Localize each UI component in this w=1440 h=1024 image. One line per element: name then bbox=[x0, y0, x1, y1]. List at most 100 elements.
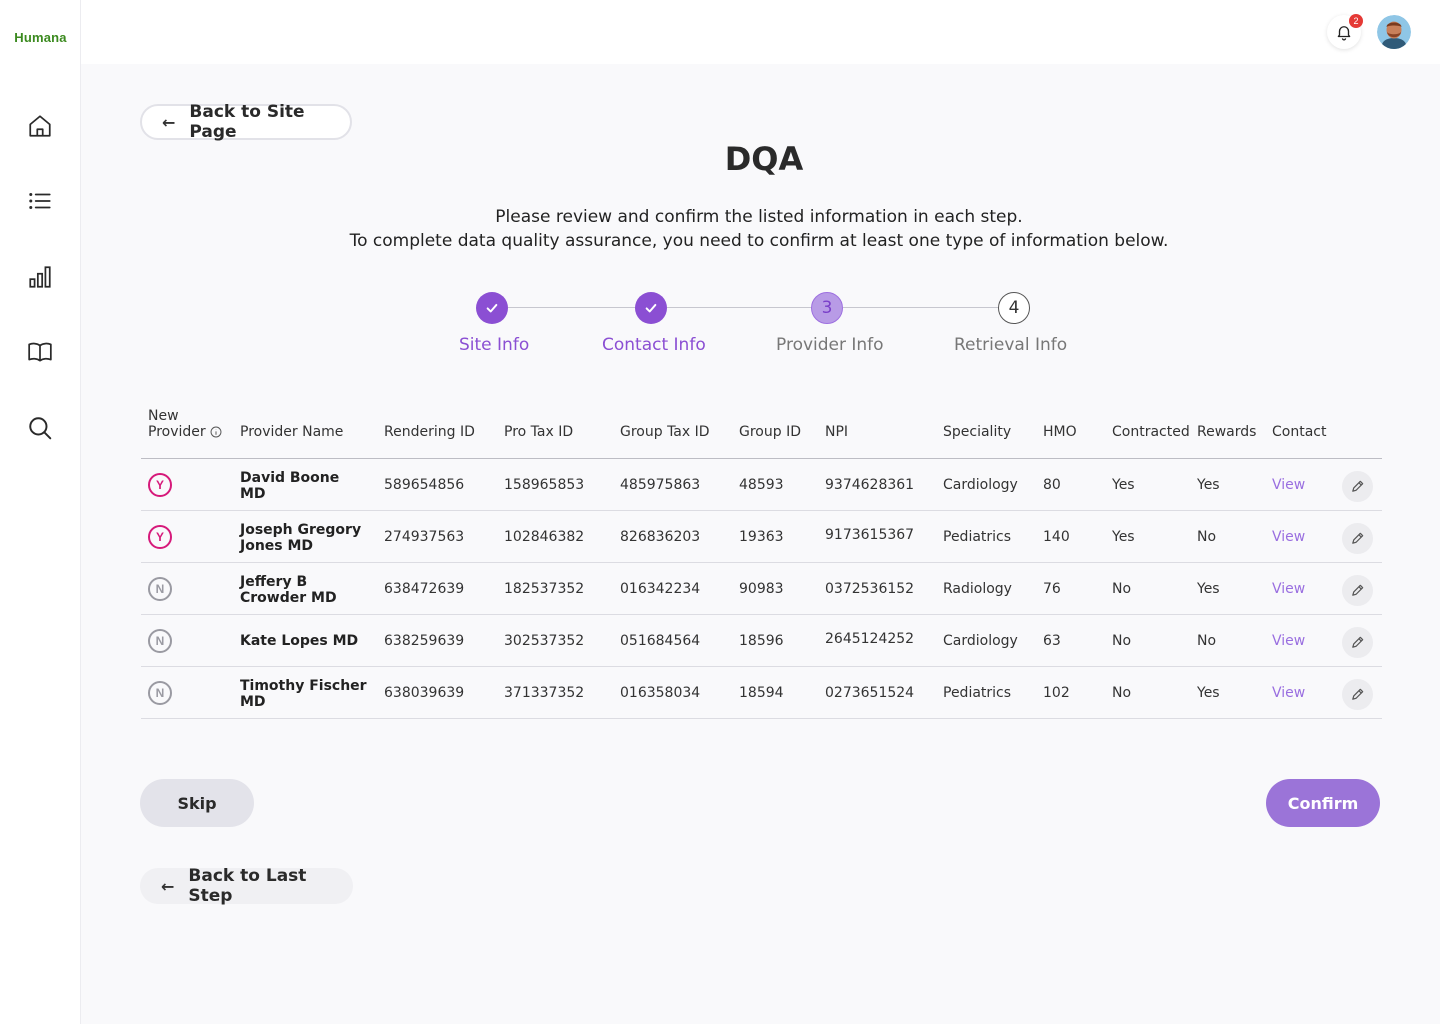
header-pro-tax-id: Pro Tax ID bbox=[504, 424, 574, 440]
arrow-left-icon: ← bbox=[161, 876, 175, 896]
hmo-cell: 80 bbox=[1043, 477, 1061, 493]
new-provider-flag: Y bbox=[148, 525, 172, 549]
speciality-cell: Pediatrics bbox=[943, 529, 1012, 545]
view-contact-link[interactable]: View bbox=[1272, 685, 1306, 701]
hmo-cell: 140 bbox=[1043, 529, 1070, 545]
humana-logo[interactable]: Humana bbox=[14, 30, 67, 45]
pro-tax-id-cell: 102846382 bbox=[504, 529, 585, 545]
pro-tax-id-cell: 302537352 bbox=[504, 633, 585, 649]
page-title: DQA bbox=[724, 140, 804, 178]
step-label-retrieval-info[interactable]: Retrieval Info bbox=[954, 335, 1068, 355]
new-provider-flag: Y bbox=[148, 473, 172, 497]
back-to-site-button[interactable]: ← Back to Site Page bbox=[140, 102, 352, 142]
group-id-cell: 18594 bbox=[739, 685, 784, 701]
edit-pencil-icon[interactable] bbox=[1342, 471, 1373, 502]
provider-name-line1: Joseph Gregory bbox=[240, 522, 362, 538]
contracted-cell: Yes bbox=[1112, 477, 1135, 493]
group-tax-id-cell: 016358034 bbox=[620, 685, 701, 701]
provider-name-line2: Jones MD bbox=[240, 538, 314, 554]
rewards-cell: Yes bbox=[1197, 685, 1220, 701]
provider-name-line2: MD bbox=[240, 486, 266, 502]
step-label-contact-info[interactable]: Contact Info bbox=[602, 335, 706, 355]
edit-pencil-icon[interactable] bbox=[1342, 679, 1373, 710]
step-label-provider-info[interactable]: Provider Info bbox=[776, 335, 884, 355]
group-tax-id-cell: 016342234 bbox=[620, 581, 701, 597]
npi-cell: 9374628361 bbox=[825, 477, 915, 493]
rewards-cell: Yes bbox=[1197, 581, 1220, 597]
npi-cell: 9173615367 bbox=[825, 527, 915, 543]
notification-count-badge: 2 bbox=[1349, 14, 1363, 28]
hmo-cell: 63 bbox=[1043, 633, 1061, 649]
provider-name-line1: Timothy Fischer bbox=[240, 678, 367, 694]
group-id-cell: 90983 bbox=[739, 581, 784, 597]
book-icon[interactable] bbox=[25, 337, 55, 367]
step-3-indicator[interactable]: 3 bbox=[811, 292, 843, 324]
header-new-provider: New Provider bbox=[148, 408, 222, 440]
provider-name-line2: MD bbox=[240, 694, 266, 710]
provider-name-cell: Joseph Gregory Jones MD bbox=[240, 522, 370, 554]
provider-name-line1: Kate Lopes MD bbox=[240, 633, 359, 649]
pro-tax-id-cell: 182537352 bbox=[504, 581, 585, 597]
group-tax-id-cell: 485975863 bbox=[620, 477, 701, 493]
step-label-site-info[interactable]: Site Info bbox=[459, 335, 530, 355]
speciality-cell: Pediatrics bbox=[943, 685, 1012, 701]
new-provider-flag: N bbox=[148, 681, 172, 705]
header-npi: NPI bbox=[825, 424, 849, 440]
new-provider-flag: N bbox=[148, 577, 172, 601]
view-contact-link[interactable]: View bbox=[1272, 529, 1306, 545]
header-contracted: Contracted bbox=[1112, 424, 1190, 440]
edit-pencil-icon[interactable] bbox=[1342, 523, 1373, 554]
provider-name-line1: Jeffery B bbox=[240, 574, 308, 590]
back-to-site-label: Back to Site Page bbox=[189, 102, 305, 142]
step-4-indicator[interactable]: 4 bbox=[998, 292, 1030, 324]
view-contact-link[interactable]: View bbox=[1272, 477, 1306, 493]
description-line-2: To complete data quality assurance, you … bbox=[349, 231, 1169, 251]
top-bar bbox=[81, 0, 1440, 64]
step-2-check-icon[interactable] bbox=[635, 292, 667, 324]
header-new-provider-line1: New bbox=[148, 408, 179, 424]
contracted-cell: Yes bbox=[1112, 529, 1135, 545]
provider-name-line1: David Boone bbox=[240, 470, 340, 486]
bar-chart-icon[interactable] bbox=[25, 262, 55, 292]
table-row: Y David Boone MD 589654856 158965853 48597586… bbox=[141, 459, 1382, 511]
stepper-connector bbox=[508, 307, 636, 308]
group-id-cell: 19363 bbox=[739, 529, 784, 545]
edit-pencil-icon[interactable] bbox=[1342, 575, 1373, 606]
info-icon[interactable] bbox=[210, 426, 222, 438]
speciality-cell: Cardiology bbox=[943, 477, 1018, 493]
back-to-last-step-label: Back to Last Step bbox=[188, 866, 307, 906]
rewards-cell: No bbox=[1197, 633, 1217, 649]
user-avatar[interactable] bbox=[1377, 15, 1411, 49]
list-icon[interactable] bbox=[25, 186, 55, 216]
contracted-cell: No bbox=[1112, 633, 1132, 649]
table-header-divider bbox=[141, 458, 1382, 459]
edit-pencil-icon[interactable] bbox=[1342, 627, 1373, 658]
skip-button[interactable]: Skip bbox=[140, 779, 254, 827]
hmo-cell: 102 bbox=[1043, 685, 1070, 701]
home-icon[interactable] bbox=[25, 111, 55, 141]
rendering-id-cell: 638259639 bbox=[384, 633, 465, 649]
header-rendering-id: Rendering ID bbox=[384, 424, 475, 440]
sidebar: Humana bbox=[0, 0, 81, 1024]
stepper-connector bbox=[843, 307, 999, 308]
pro-tax-id-cell: 371337352 bbox=[504, 685, 585, 701]
search-icon[interactable] bbox=[25, 413, 55, 443]
step-1-check-icon[interactable] bbox=[476, 292, 508, 324]
header-hmo: HMO bbox=[1043, 424, 1077, 440]
view-contact-link[interactable]: View bbox=[1272, 581, 1306, 597]
new-provider-flag: N bbox=[148, 629, 172, 653]
rendering-id-cell: 274937563 bbox=[384, 529, 465, 545]
header-rewards: Rewards bbox=[1197, 424, 1257, 440]
table-row: N Kate Lopes MD 638259639 302537352 05168456… bbox=[141, 615, 1382, 667]
npi-cell: 0273651524 bbox=[825, 685, 915, 701]
description-line-1: Please review and confirm the listed inf… bbox=[495, 207, 1023, 227]
table-row: Y Joseph Gregory Jones MD 274937563 10284638… bbox=[141, 511, 1382, 563]
provider-name-cell: Kate Lopes MD bbox=[240, 633, 370, 649]
npi-cell: 0372536152 bbox=[825, 581, 915, 597]
back-to-last-step-button[interactable]: ← Back to Last Step bbox=[140, 866, 353, 906]
rewards-cell: Yes bbox=[1197, 477, 1220, 493]
page-description: Please review and confirm the listed inf… bbox=[0, 205, 1440, 253]
confirm-button[interactable]: Confirm bbox=[1266, 779, 1380, 827]
view-contact-link[interactable]: View bbox=[1272, 633, 1306, 649]
table-row: N Jeffery B Crowder MD 638472639 182537352 01… bbox=[141, 563, 1382, 615]
